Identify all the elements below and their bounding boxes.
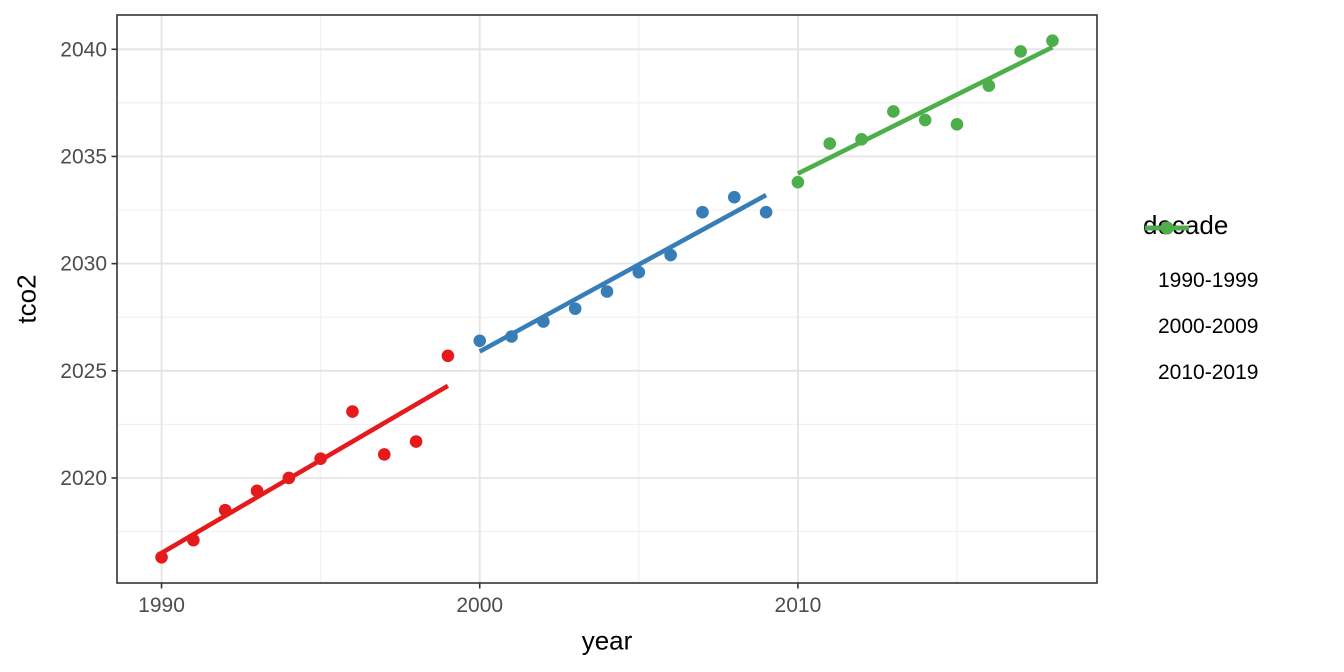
y-tick-label: 2040	[60, 38, 107, 61]
legend-entry: 1990-1999	[1143, 221, 1259, 299]
y-tick-label: 2020	[60, 467, 107, 490]
legend-entry: 2000-2009	[1143, 221, 1259, 345]
legend: decade 1990-1999 2000-2009 2010-2019	[1143, 210, 1258, 401]
data-point	[727, 190, 741, 204]
x-tick-label: 2010	[775, 594, 822, 617]
data-point	[346, 405, 359, 418]
data-point	[696, 205, 709, 219]
legend-key-icon	[1145, 221, 1189, 235]
data-point	[377, 448, 391, 461]
y-tick-label: 2035	[60, 145, 107, 168]
x-tick-label: 1990	[138, 594, 185, 617]
data-point	[155, 550, 168, 564]
legend-key-dot	[1160, 221, 1174, 235]
data-point	[473, 334, 487, 348]
y-tick-label: 2025	[60, 360, 107, 383]
data-point	[632, 265, 646, 279]
x-axis-title: year	[581, 625, 633, 656]
data-point	[409, 435, 423, 448]
legend-entry-label: 2000-2009	[1158, 315, 1259, 338]
data-point	[1046, 34, 1059, 48]
data-point	[759, 205, 773, 219]
data-point	[441, 349, 455, 363]
legend-entry-label: 2010-2019	[1158, 361, 1259, 384]
trend-line	[478, 193, 768, 354]
trend-line	[796, 45, 1054, 176]
data-point	[282, 471, 296, 485]
data-point	[187, 533, 200, 547]
data-point	[1014, 45, 1027, 58]
data-point	[918, 113, 932, 127]
y-tick-label: 2030	[60, 253, 107, 276]
trend-line	[160, 383, 450, 555]
data-point	[887, 105, 900, 118]
data-point	[314, 452, 327, 465]
data-point	[537, 315, 550, 328]
data-point	[600, 285, 614, 298]
data-point	[791, 175, 805, 189]
data-point	[855, 133, 868, 146]
legend-title: decade	[1143, 210, 1229, 240]
data-point	[982, 79, 996, 93]
data-point	[505, 330, 518, 343]
data-point	[568, 302, 582, 315]
data-point	[250, 484, 264, 498]
plot-panel-border	[116, 14, 1098, 584]
y-axis-title: tco2	[11, 274, 42, 324]
legend-entries: 1990-1999 2000-2009 2010-2019	[1143, 221, 1259, 401]
data-point	[823, 137, 837, 150]
legend-entry: 2010-2019	[1143, 221, 1259, 391]
data-point	[218, 503, 232, 517]
data-point	[664, 248, 677, 262]
x-tick-label: 2000	[456, 594, 503, 617]
data-point	[950, 118, 964, 131]
legend-entry-label: 1990-1999	[1158, 269, 1259, 292]
